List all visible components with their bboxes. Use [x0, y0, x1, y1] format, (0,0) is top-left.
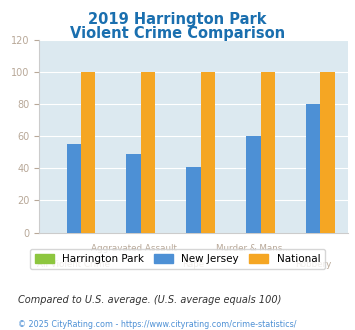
- Bar: [67, 144, 81, 233]
- Bar: [186, 167, 201, 233]
- Text: Murder & Mans...: Murder & Mans...: [216, 244, 290, 253]
- Bar: [201, 72, 215, 233]
- Legend: Harrington Park, New Jersey, National: Harrington Park, New Jersey, National: [29, 249, 326, 269]
- Bar: [81, 72, 95, 233]
- Bar: [306, 104, 320, 233]
- Text: © 2025 CityRating.com - https://www.cityrating.com/crime-statistics/: © 2025 CityRating.com - https://www.city…: [18, 320, 296, 329]
- Bar: [126, 154, 141, 233]
- Text: Compared to U.S. average. (U.S. average equals 100): Compared to U.S. average. (U.S. average …: [18, 295, 281, 305]
- Text: Aggravated Assault: Aggravated Assault: [91, 244, 176, 253]
- Bar: [261, 72, 275, 233]
- Text: 2019 Harrington Park: 2019 Harrington Park: [88, 12, 267, 26]
- Text: Robbery: Robbery: [295, 260, 331, 269]
- Bar: [320, 72, 335, 233]
- Bar: [246, 136, 261, 233]
- Text: Rape: Rape: [182, 260, 204, 269]
- Bar: [141, 72, 155, 233]
- Text: Violent Crime Comparison: Violent Crime Comparison: [70, 26, 285, 41]
- Text: All Violent Crime: All Violent Crime: [37, 260, 110, 269]
